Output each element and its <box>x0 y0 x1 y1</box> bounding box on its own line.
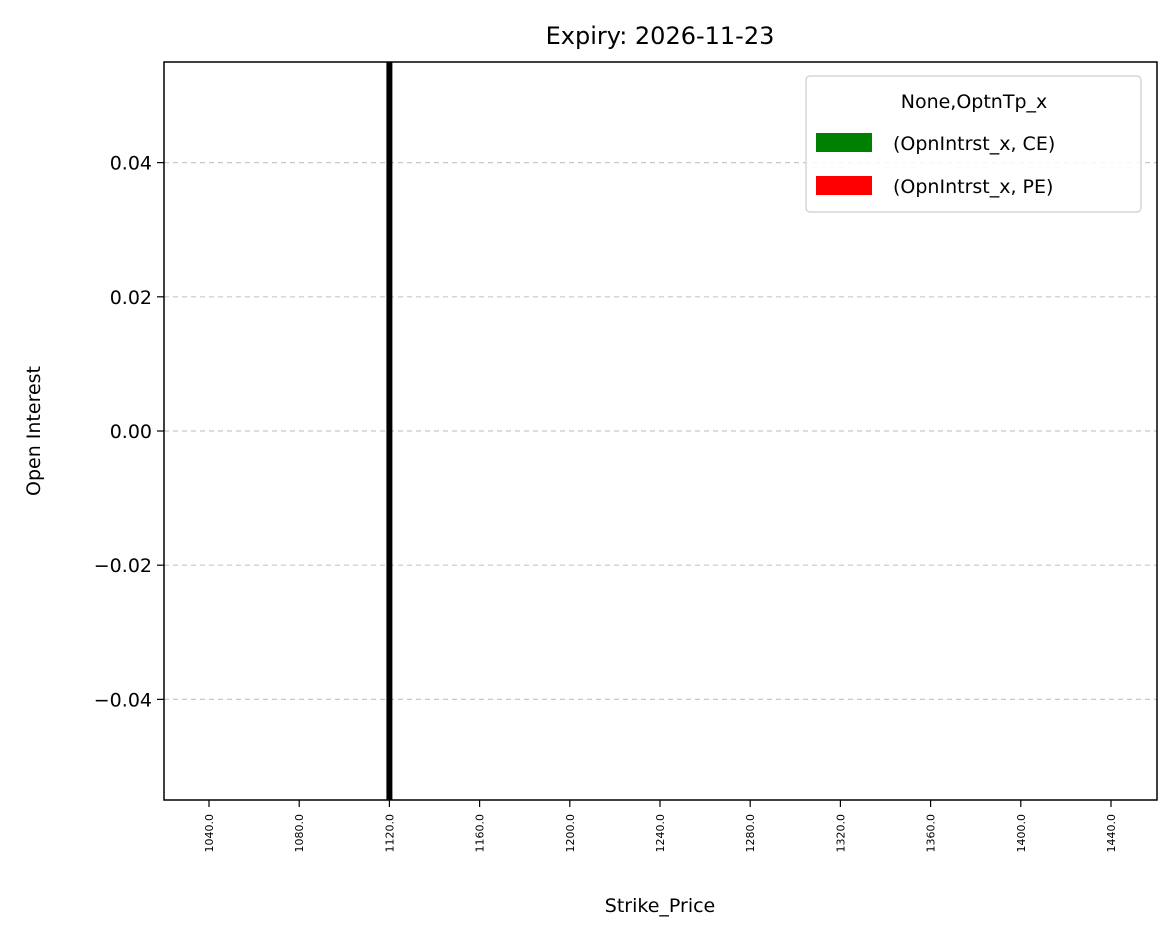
x-tick-label: 1160.0 <box>474 814 487 853</box>
x-tick-label: 1400.0 <box>1015 814 1028 853</box>
x-tick-label: 1240.0 <box>654 814 667 853</box>
x-tick-label: 1040.0 <box>203 814 216 853</box>
legend-swatch-pe <box>816 176 872 195</box>
y-axis: −0.04 −0.02 0.00 0.02 0.04 <box>94 153 164 711</box>
x-axis: 1040.0 1080.0 1120.0 1160.0 1200.0 1240.0 1280… <box>203 800 1118 853</box>
y-axis-label: Open Interest <box>23 366 45 496</box>
y-tick-label: 0.00 <box>110 421 152 443</box>
x-tick-label: 1080.0 <box>293 814 306 853</box>
x-tick-label: 1120.0 <box>383 814 396 853</box>
x-tick-label: 1280.0 <box>744 814 757 853</box>
y-tick-label: 0.02 <box>110 287 152 309</box>
grid-lines <box>164 162 1157 700</box>
y-tick-label: −0.02 <box>94 555 152 577</box>
legend: None,OptnTp_x (OpnIntrst_x, CE) (OpnIntr… <box>805 75 1142 213</box>
legend-label-pe: (OpnIntrst_x, PE) <box>893 176 1053 198</box>
legend-label-ce: (OpnIntrst_x, CE) <box>893 133 1055 155</box>
legend-box <box>805 75 1142 213</box>
legend-swatch-ce <box>816 133 872 152</box>
x-tick-label: 1200.0 <box>564 814 577 853</box>
y-tick-label: −0.04 <box>94 689 152 711</box>
x-tick-label: 1360.0 <box>925 814 938 853</box>
chart-title: Expiry: 2026-11-23 <box>546 22 775 50</box>
x-axis-label: Strike_Price <box>605 895 715 917</box>
y-tick-label: 0.04 <box>110 153 152 175</box>
x-tick-label: 1320.0 <box>834 814 847 853</box>
x-tick-label: 1440.0 <box>1105 814 1118 853</box>
legend-title: None,OptnTp_x <box>901 91 1048 113</box>
